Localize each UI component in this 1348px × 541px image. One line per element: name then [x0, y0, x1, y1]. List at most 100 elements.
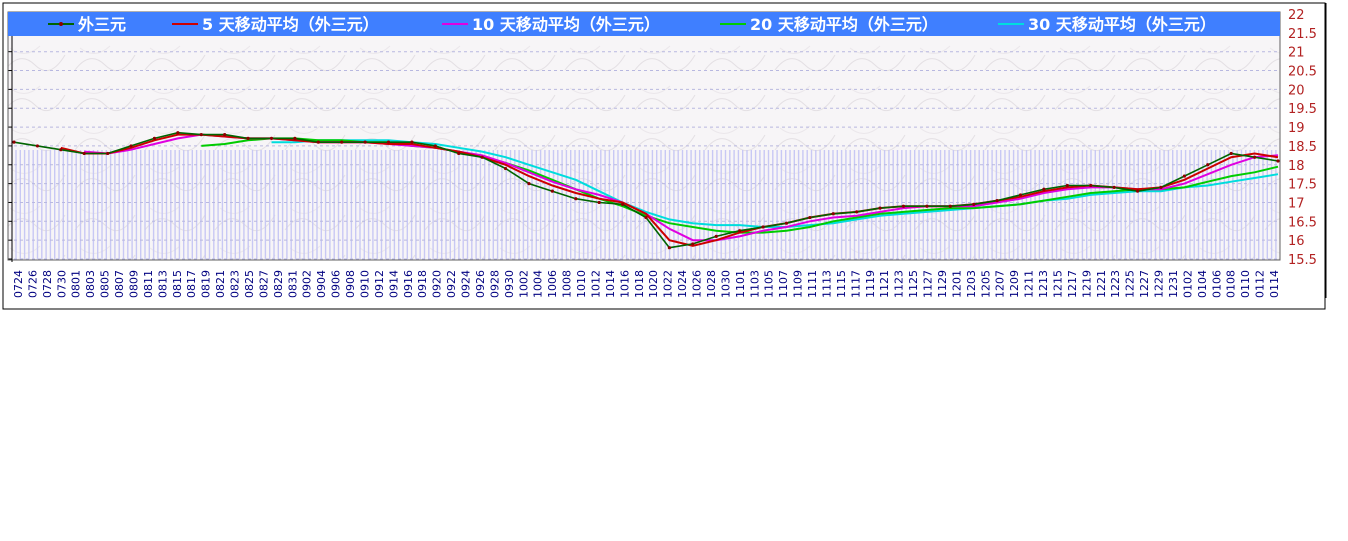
y-tick-label: 20 — [1288, 83, 1305, 98]
x-tick-label: 1211 — [1023, 270, 1036, 298]
legend-marker — [59, 22, 63, 26]
data-point — [433, 144, 437, 148]
x-tick-label: 1008 — [561, 270, 574, 298]
x-tick-label: 1024 — [676, 270, 689, 298]
data-point — [878, 206, 882, 210]
data-point — [691, 242, 695, 246]
x-tick-label: 0916 — [402, 270, 415, 298]
data-point — [925, 204, 929, 208]
x-tick-label: 1217 — [1066, 270, 1079, 298]
x-tick-label: 0924 — [460, 270, 473, 298]
x-tick-label: 1109 — [792, 270, 805, 298]
x-tick-label: 1030 — [719, 270, 732, 298]
data-point — [714, 234, 718, 238]
x-tick-label: 1022 — [662, 270, 675, 298]
x-tick-label: 1207 — [994, 270, 1007, 298]
x-tick-label: 1026 — [691, 270, 704, 298]
data-point — [152, 136, 157, 140]
series-line — [271, 139, 1279, 228]
y-tick-label: 18.5 — [1288, 140, 1317, 155]
x-tick-label: 1121 — [878, 270, 891, 298]
x-tick-label: 0829 — [272, 270, 285, 298]
x-tick-label: 1119 — [864, 270, 877, 298]
x-tick-label: 1010 — [575, 270, 588, 298]
y-tick-label: 22 — [1288, 8, 1305, 23]
data-point — [1252, 155, 1257, 159]
legend-label: 10 天移动平均（外三元） — [472, 15, 660, 34]
data-point — [527, 182, 531, 186]
x-tick-label: 0910 — [358, 270, 371, 298]
x-tick-label: 0811 — [142, 270, 155, 298]
y-tick-label: 17.5 — [1288, 178, 1317, 193]
x-tick-label: 1231 — [1167, 270, 1180, 298]
data-point — [457, 151, 461, 156]
data-point — [1229, 151, 1233, 156]
data-point — [831, 212, 835, 216]
data-point — [667, 246, 672, 250]
legend-label: 5 天移动平均（外三元） — [202, 15, 379, 34]
y-tick-label: 16.5 — [1288, 215, 1317, 230]
data-point — [808, 215, 812, 220]
series-lines — [12, 131, 1280, 250]
x-tick-label: 0904 — [315, 270, 328, 298]
data-point — [620, 202, 625, 206]
data-point — [82, 151, 86, 156]
x-tick-label: 0807 — [113, 270, 126, 298]
x-tick-label: 1028 — [705, 270, 718, 298]
x-tick-label: 1105 — [763, 270, 776, 298]
x-tick-label: 0819 — [200, 270, 213, 298]
y-tick-label: 21 — [1288, 46, 1305, 61]
data-point — [972, 202, 976, 206]
data-point — [316, 140, 320, 144]
x-tick-label: 1125 — [907, 270, 920, 298]
data-point — [855, 210, 859, 214]
data-point — [1135, 189, 1140, 193]
y-axis-ticks: 22 21.5 21 20.5 20 19.5 19 18.5 18 17.5 17 16.5 16 15… — [1288, 8, 1317, 268]
legend: 外三元 5 天移动平均（外三元） 10 天移动平均（外三元） 20 天移动平均（外三元… — [48, 15, 1216, 34]
x-tick-label: 0114 — [1268, 270, 1281, 298]
x-tick-label: 1018 — [633, 270, 646, 298]
x-tick-label: 0803 — [84, 270, 97, 298]
x-tick-label: 0112 — [1254, 270, 1267, 298]
x-tick-label: 0926 — [474, 270, 487, 298]
data-point — [1159, 185, 1163, 189]
x-tick-label: 0813 — [156, 270, 169, 298]
y-tick-label: 21.5 — [1288, 27, 1317, 42]
x-tick-label: 1123 — [893, 270, 906, 298]
data-point — [1018, 193, 1023, 197]
x-tick-label: 0110 — [1239, 270, 1252, 298]
x-tick-label: 1227 — [1138, 270, 1151, 298]
x-axis-ticks: 0724 0726 0728 0730 0801 0803 0805 0807 0809 0811… — [12, 270, 1281, 298]
x-tick-label: 0730 — [55, 270, 68, 298]
x-tick-label: 1205 — [979, 270, 992, 298]
x-tick-label: 1223 — [1109, 270, 1122, 298]
x-tick-label: 0801 — [70, 270, 83, 298]
data-point — [784, 221, 789, 225]
x-tick-label: 0827 — [257, 270, 270, 298]
data-point — [995, 198, 999, 203]
data-point — [761, 225, 765, 229]
x-tick-label: 0914 — [387, 270, 400, 298]
x-tick-label: 0825 — [243, 270, 256, 298]
y-tick-label: 18 — [1288, 159, 1305, 174]
x-tick-label: 1006 — [546, 270, 559, 298]
data-point — [35, 144, 40, 148]
data-point — [550, 189, 554, 193]
x-tick-label: 0918 — [416, 270, 429, 298]
data-point — [738, 229, 742, 233]
data-point — [293, 136, 297, 140]
x-tick-label: 0728 — [41, 270, 54, 298]
data-point — [223, 133, 227, 137]
x-tick-label: 1225 — [1124, 270, 1137, 298]
data-point — [1065, 183, 1069, 188]
data-point — [129, 144, 133, 148]
x-tick-label: 0108 — [1225, 270, 1238, 298]
data-point — [1089, 183, 1093, 188]
x-tick-label: 1107 — [777, 270, 790, 298]
x-tick-label: 0912 — [373, 270, 386, 298]
x-tick-label: 1020 — [647, 270, 660, 298]
x-tick-label: 0106 — [1210, 270, 1223, 298]
data-point — [480, 155, 484, 159]
x-tick-label: 0906 — [330, 270, 343, 298]
